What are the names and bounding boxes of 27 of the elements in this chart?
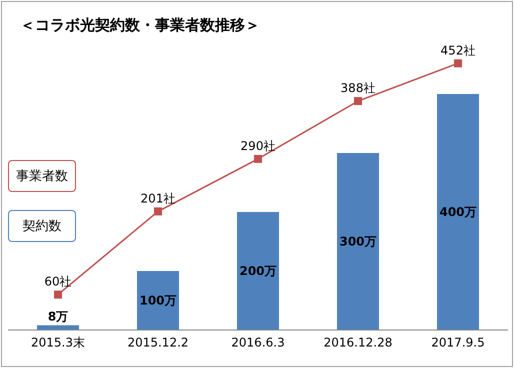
x-tick-label: 2016.12.28 <box>324 336 392 350</box>
bar <box>137 271 179 330</box>
text: 事業者数 <box>8 160 76 192</box>
x-tick-label: 2015.3末 <box>31 336 85 350</box>
chart-title: ＜コラボ光契約数・事業者数推移＞ <box>20 16 260 35</box>
bar <box>237 212 279 330</box>
data-label: 300万 <box>339 234 377 249</box>
bar <box>437 94 479 330</box>
data-label: 452社 <box>440 43 476 58</box>
data-label: 290社 <box>240 138 276 153</box>
x-tick-label: 2017.9.5 <box>431 336 485 350</box>
point <box>154 207 162 216</box>
data-label: 8万 <box>48 309 68 324</box>
data-label: 201社 <box>140 191 176 206</box>
data-label: 388社 <box>340 81 376 96</box>
point <box>454 59 462 68</box>
x-tick-label: 2016.6.3 <box>231 336 285 350</box>
point <box>354 97 362 106</box>
point <box>254 154 262 163</box>
point <box>54 290 62 299</box>
text: 契約数 <box>8 210 76 242</box>
data-label: 400万 <box>439 205 477 220</box>
data-label: 60社 <box>44 274 72 289</box>
data-label: 100万 <box>139 294 177 308</box>
data-label: 200万 <box>239 264 277 278</box>
bar <box>337 153 379 330</box>
x-tick-label: 2015.12.2 <box>127 336 189 350</box>
